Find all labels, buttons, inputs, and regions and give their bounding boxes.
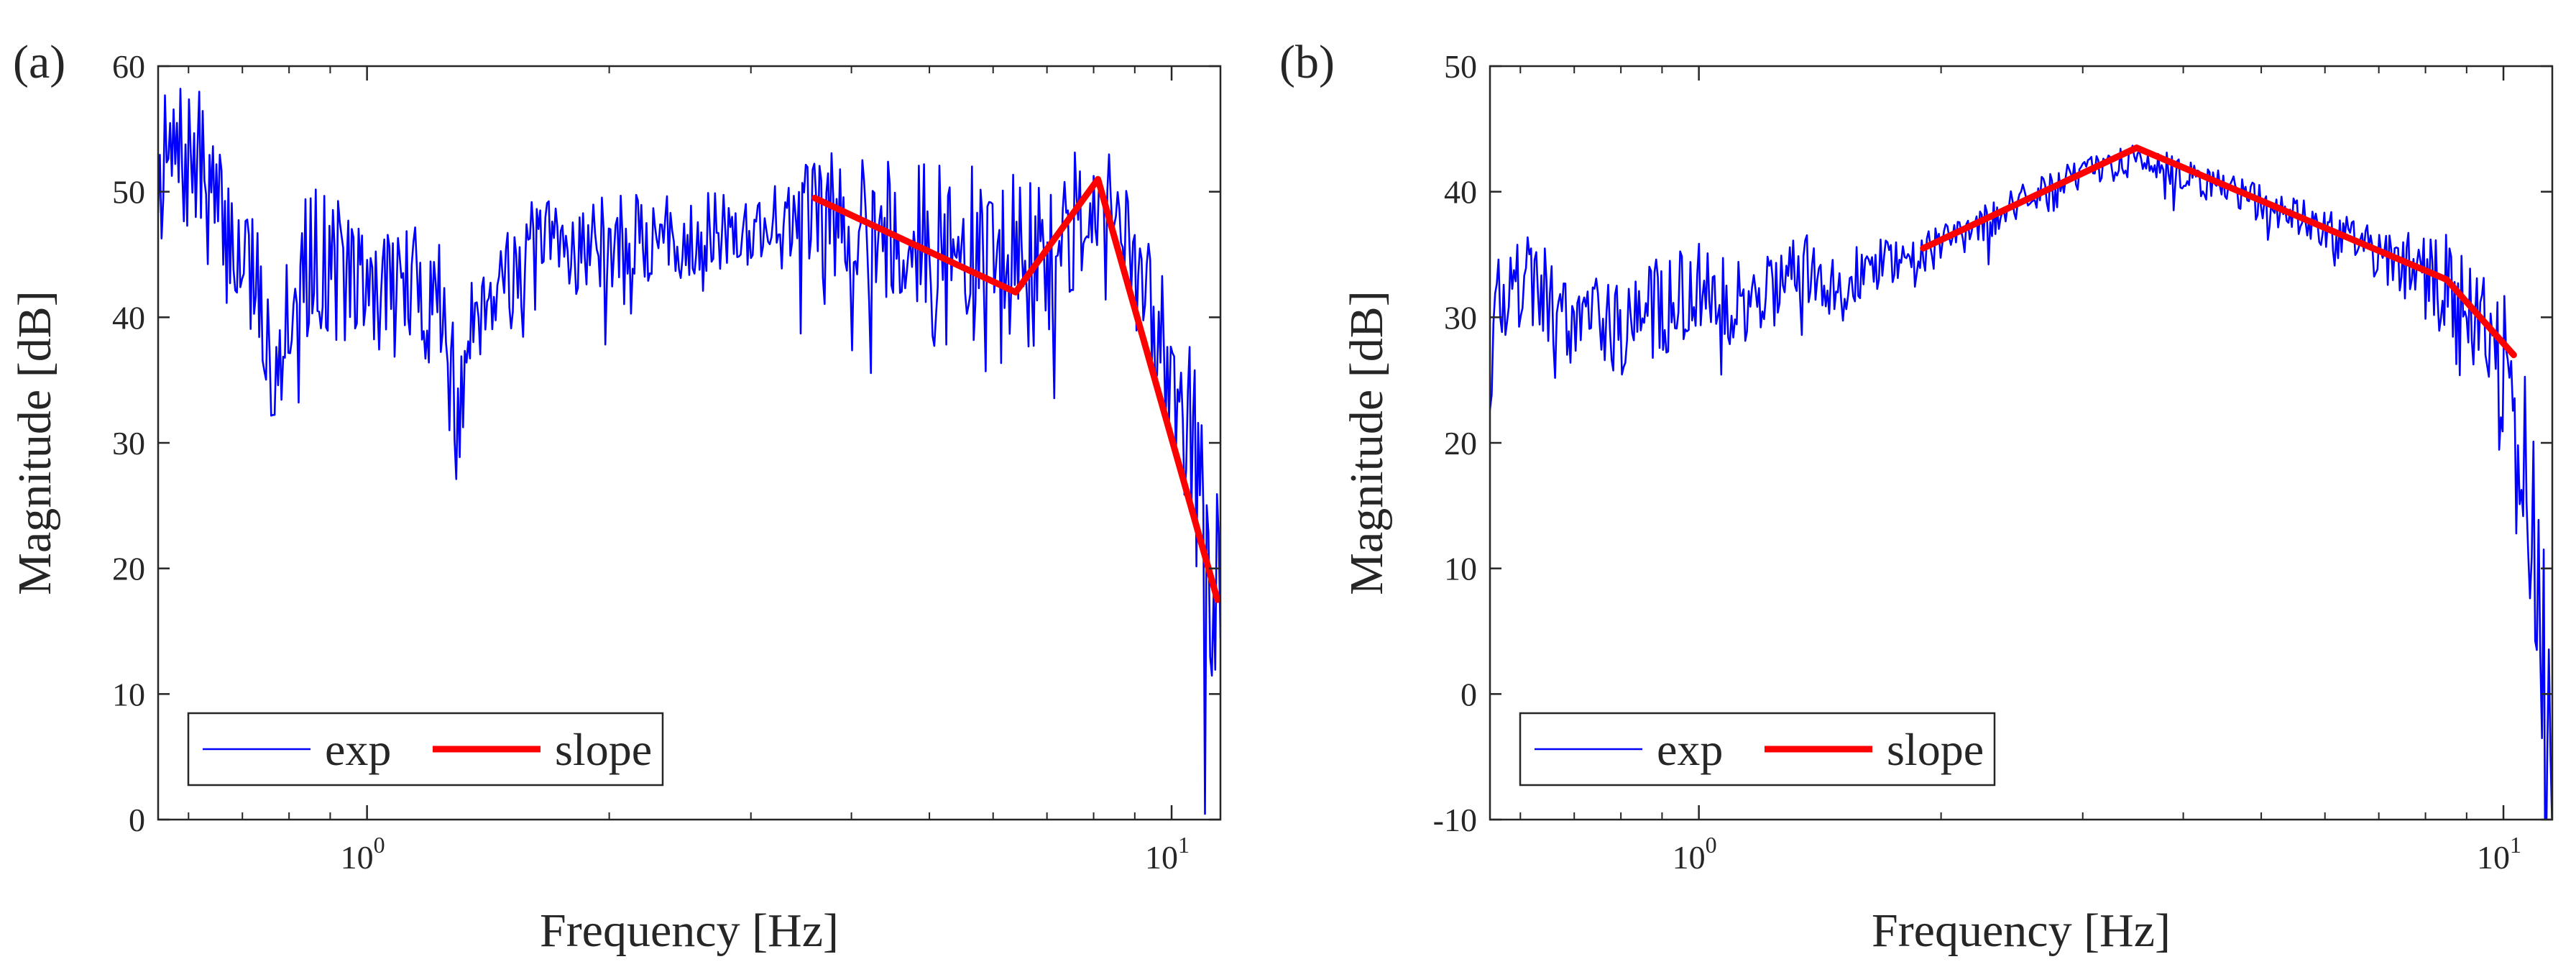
plot-area <box>1490 66 2552 820</box>
series-line-slope <box>1920 145 2517 359</box>
y-tick-label: 50 <box>112 174 145 211</box>
series-line-slope <box>811 175 1220 603</box>
y-tick-label: 0 <box>129 802 145 838</box>
plot-series <box>1490 145 2552 820</box>
y-tick-label: 0 <box>1460 676 1477 712</box>
y-tick-label: 20 <box>112 551 145 587</box>
x-tick-label: 100 <box>1673 832 1717 876</box>
x-tick-exp: 0 <box>1706 832 1717 858</box>
legend: exp slope <box>187 712 664 787</box>
panel-label: (b) <box>1279 36 1335 88</box>
x-axis-label: Frequency [Hz] <box>1872 904 2171 957</box>
x-tick-exp: 0 <box>374 832 385 858</box>
y-axis-label: Magnitude [dB] <box>1340 290 1393 595</box>
x-tick-exp: 1 <box>2510 832 2521 858</box>
x-tick-label: 100 <box>341 832 385 876</box>
y-tick-label: 10 <box>112 676 145 712</box>
panel-label: (a) <box>13 36 65 88</box>
series-line-exp <box>1490 145 2552 820</box>
legend-label-slope: slope <box>555 724 652 775</box>
x-tick-label: 101 <box>2477 832 2521 876</box>
y-tick-label: 40 <box>112 299 145 336</box>
x-tick-base: 10 <box>341 839 374 876</box>
y-tick-label: 20 <box>1444 425 1477 462</box>
y-tick-label: 50 <box>1444 48 1477 85</box>
y-tick-label: 10 <box>1444 551 1477 587</box>
y-tick-label: 30 <box>1444 299 1477 336</box>
y-axis-label: Magnitude [dB] <box>9 290 61 595</box>
legend-label-exp: exp <box>325 724 391 775</box>
y-tick-label: 60 <box>112 48 145 85</box>
x-tick-exp: 1 <box>1178 832 1190 858</box>
x-axis-label: Frequency [Hz] <box>540 904 839 957</box>
legend-label-slope: slope <box>1887 724 1984 775</box>
x-tick-base: 10 <box>2477 839 2510 876</box>
x-tick-label: 101 <box>1145 832 1190 876</box>
legend-label-exp: exp <box>1657 724 1723 775</box>
y-tick-label: -10 <box>1433 802 1477 838</box>
plot-series <box>158 88 1220 815</box>
y-tick-label: 40 <box>1444 174 1477 211</box>
legend: exp slope <box>1519 712 1996 787</box>
y-tick-label: 30 <box>112 425 145 462</box>
plot-area <box>158 66 1220 820</box>
x-tick-base: 10 <box>1145 839 1178 876</box>
series-line-exp <box>158 88 1220 815</box>
x-tick-base: 10 <box>1673 839 1706 876</box>
